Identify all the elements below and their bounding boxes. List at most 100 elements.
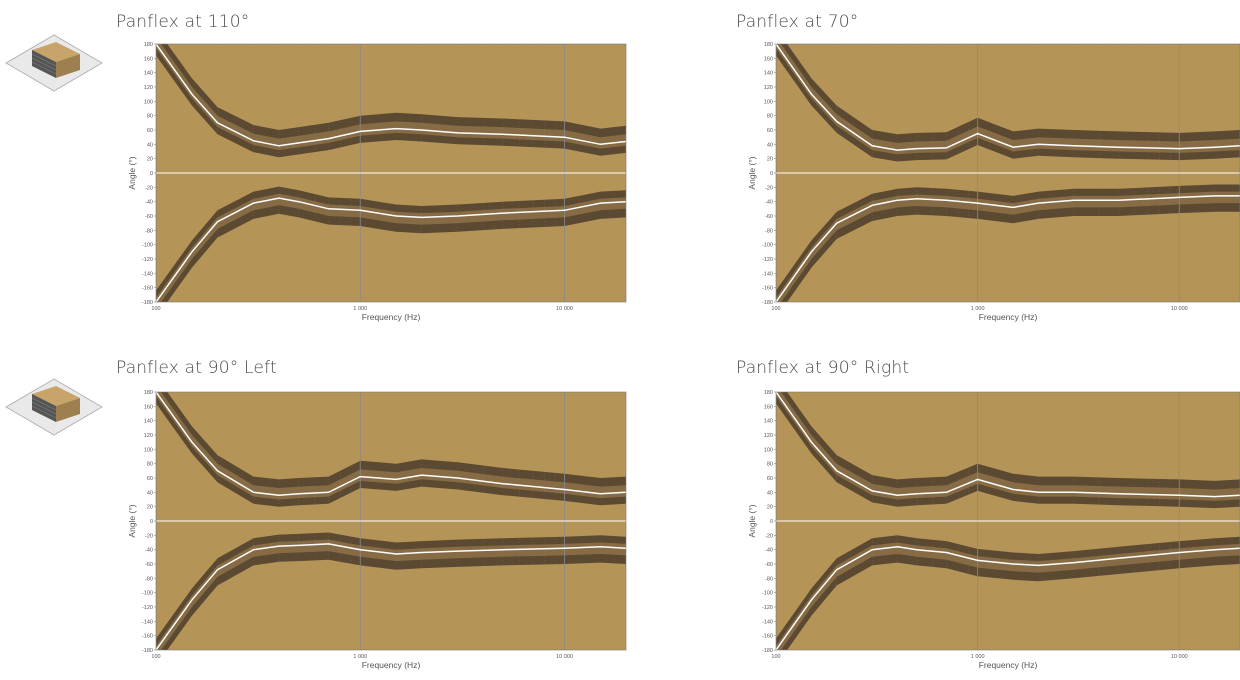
directivity-chart: 180 160 140 120 100 80 60 40 20 0 -20 -40 -60 -80 -100… [127,42,627,322]
y-tick-label: -100 [762,591,773,597]
lower-contour-line [776,546,1240,650]
chart-title: Panflex at 110° [116,12,250,32]
y-tick-label: 160 [144,404,153,410]
y-tick-label: 60 [147,476,153,482]
y-tick-label: 100 [144,447,153,453]
y-tick-label: -40 [145,548,153,554]
y-tick-label: 0 [770,519,773,525]
y-tick-label: -180 [762,648,773,654]
y-tick-label: 180 [144,390,153,396]
y-tick-label: -160 [762,634,773,640]
y-tick-label: 100 [144,99,153,105]
upper-contour-band [776,44,1240,155]
directivity-chart: 180 160 140 120 100 80 60 40 20 0 -20 -40 -60 -80 -100… [747,42,1240,322]
x-tick-label: 100 [151,306,160,312]
y-tick-label: -20 [765,185,773,191]
upper-contour-line [776,44,1240,151]
directivity-chart: 180 160 140 120 100 80 60 40 20 0 -20 -40 -60 -80 -100… [747,390,1240,670]
lower-contour-band [156,539,626,650]
upper-contour-line [776,392,1240,498]
y-tick-label: 20 [767,505,773,511]
y-tick-label: 140 [764,71,773,77]
y-tick-label: 80 [767,114,773,120]
y-tick-label: 120 [764,85,773,91]
x-tick-label: 100 [151,654,160,660]
y-tick-label: 120 [764,433,773,439]
y-tick-label: -140 [762,271,773,277]
chart-title: Panflex at 90° Left [116,358,277,378]
y-tick-label: -80 [145,228,153,234]
y-tick-label: -180 [142,300,153,306]
y-tick-label: -100 [142,243,153,249]
y-tick-label: 40 [147,142,153,148]
y-tick-label: -60 [145,562,153,568]
y-tick-label: -160 [762,286,773,292]
y-tick-label: -140 [762,619,773,625]
y-tick-label: -140 [142,619,153,625]
y-axis-label: Angle (°) [127,156,137,189]
y-axis-label: Angle (°) [747,156,757,189]
y-tick-label: -120 [762,257,773,263]
upper-contour-band [156,392,626,500]
y-tick-label: -160 [142,634,153,640]
speaker-thumbnail-icon [5,378,103,436]
x-tick-label: 10 000 [1171,654,1188,660]
upper-contour-band [776,44,1240,162]
y-tick-label: 120 [144,433,153,439]
lower-contour-line [776,195,1240,302]
y-tick-label: -120 [142,257,153,263]
directivity-chart: 180 160 140 120 100 80 60 40 20 0 -20 -40 -60 -80 -100… [127,390,627,670]
y-tick-label: 20 [767,157,773,163]
y-tick-label: -60 [765,562,773,568]
y-tick-label: 160 [764,56,773,62]
y-axis-label: Angle (°) [747,504,757,537]
speaker-thumbnail-icon [5,34,103,92]
y-tick-label: 0 [150,519,153,525]
y-tick-label: -40 [765,548,773,554]
x-tick-label: 1 000 [353,306,367,312]
x-axis-label: Frequency (Hz) [979,312,1038,322]
y-tick-label: 80 [147,114,153,120]
upper-contour-line [156,392,626,496]
y-tick-label: -40 [765,200,773,206]
y-tick-label: 160 [144,56,153,62]
y-tick-label: -140 [142,271,153,277]
x-tick-label: 1 000 [353,654,367,660]
y-tick-label: -120 [762,605,773,611]
y-tick-label: 40 [767,142,773,148]
x-axis-label: Frequency (Hz) [979,660,1038,670]
y-tick-label: -60 [765,214,773,220]
lower-contour-band [156,532,626,650]
y-tick-label: -60 [145,214,153,220]
y-tick-label: 20 [147,505,153,511]
x-tick-label: 10 000 [1171,306,1188,312]
x-tick-label: 10 000 [556,306,573,312]
upper-contour-band [776,392,1240,501]
lower-contour-band [776,191,1240,302]
lower-contour-band [776,184,1240,302]
y-tick-label: 20 [147,157,153,163]
y-tick-label: 80 [147,462,153,468]
y-tick-label: 0 [150,171,153,177]
y-tick-label: 140 [144,419,153,425]
y-tick-label: -80 [145,576,153,582]
y-tick-label: -40 [145,200,153,206]
y-tick-label: -180 [142,648,153,654]
y-tick-label: 60 [767,128,773,134]
chart-title: Panflex at 90° Right [736,358,910,378]
lower-contour-line [156,197,626,302]
y-tick-label: 100 [764,99,773,105]
y-tick-label: -100 [762,243,773,249]
x-tick-label: 1 000 [971,306,985,312]
y-tick-label: 180 [764,390,773,396]
y-tick-label: 60 [767,476,773,482]
y-tick-label: -80 [765,576,773,582]
y-tick-label: -80 [765,228,773,234]
upper-contour-band [776,392,1240,509]
y-tick-label: -120 [142,605,153,611]
y-tick-label: 140 [144,71,153,77]
y-tick-label: 40 [147,490,153,496]
y-tick-label: 160 [764,404,773,410]
x-tick-label: 10 000 [556,654,573,660]
lower-contour-line [156,543,626,650]
